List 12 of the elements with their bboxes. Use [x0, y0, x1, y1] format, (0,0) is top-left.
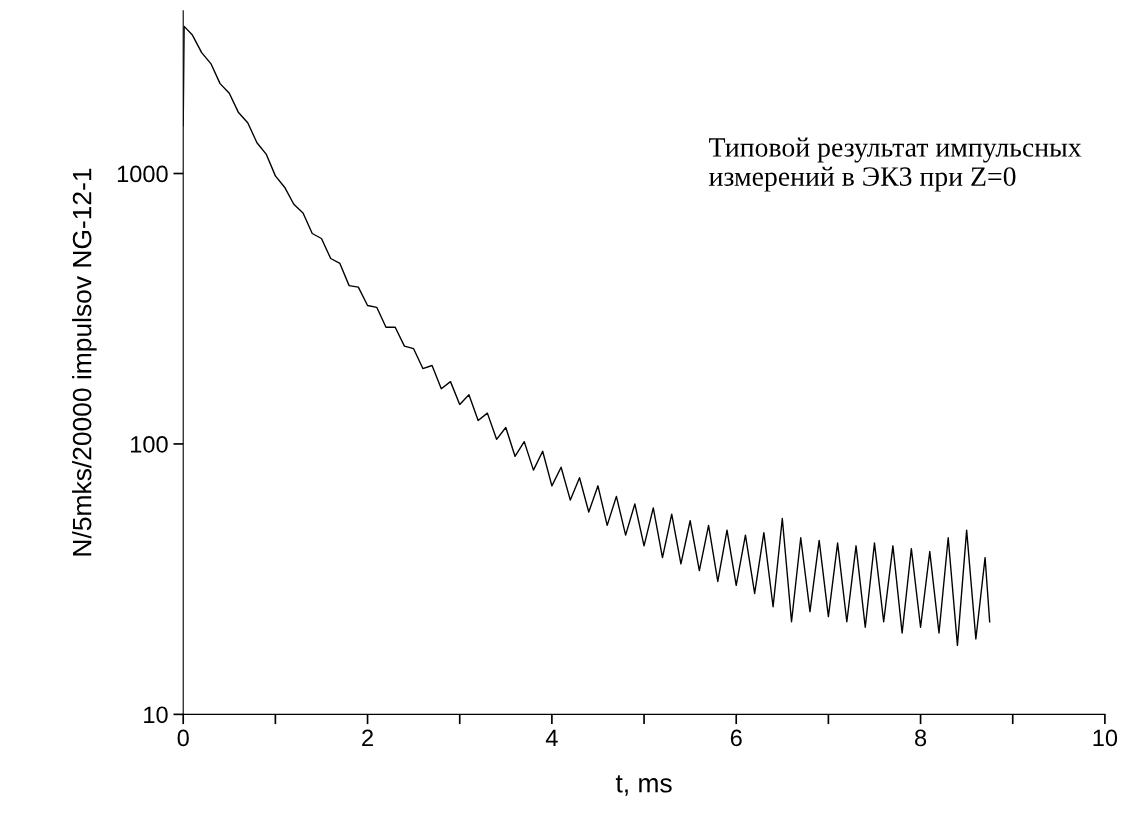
x-tick-label: 6 [730, 729, 742, 747]
x-tick-label: 4 [545, 729, 558, 747]
y-tick-label: 10 [144, 706, 168, 724]
x-axis-title: t, ms [615, 775, 672, 796]
annotation: Типовой результат импульсных измерений в ЭК3 при Z=0 [709, 137, 1082, 192]
x-tick-label: 8 [915, 729, 927, 747]
y-tick-label: 1000 [117, 165, 168, 183]
y-axis-title: N/5mks/20000 impulsov NG-12-1 [72, 168, 97, 556]
y-tick-label: 100 [131, 436, 168, 453]
x-tick-label: 2 [362, 729, 373, 747]
x-tick-label: 10 [1093, 729, 1118, 747]
x-tick-label: 0 [177, 729, 189, 747]
